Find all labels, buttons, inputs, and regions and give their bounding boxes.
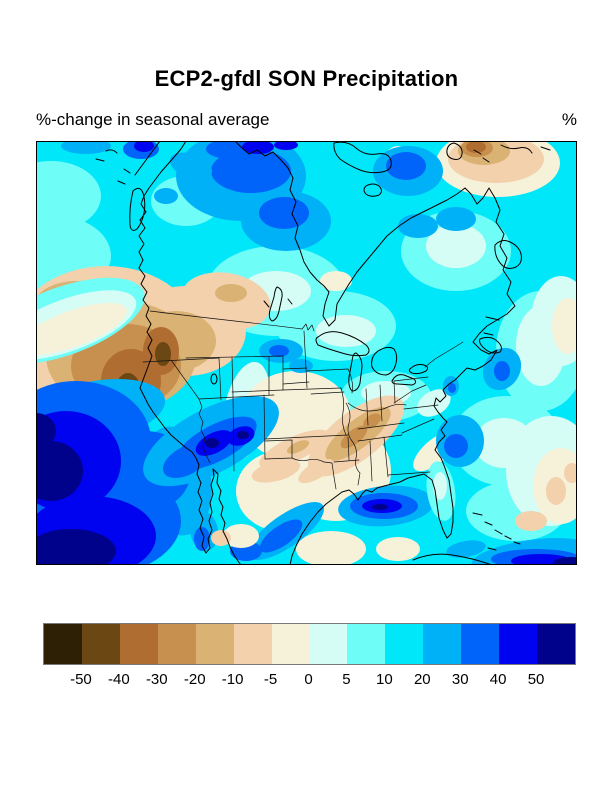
colorbar-tick-label: 50: [527, 671, 545, 688]
bahamas-islands: [472, 512, 521, 551]
coast-cuba: [412, 553, 494, 565]
coastlines: [95, 141, 551, 565]
units-label: %: [561, 110, 577, 129]
map-panel: [36, 141, 577, 565]
lake-winnipeg: [263, 286, 293, 322]
coast-ne-islands: [446, 142, 551, 163]
colorbar-tick-label: -40: [108, 671, 130, 688]
coast-southampton-island: [363, 183, 382, 197]
coast-nw-islands: [95, 149, 131, 185]
coast-newfoundland: [485, 240, 522, 321]
contour-fill: [36, 141, 577, 565]
colorbar-segment: [461, 624, 500, 664]
subtitle-left: %-change in seasonal average: [36, 110, 270, 129]
colorbar-segment: [119, 624, 158, 664]
alaska-panhandle-border: [134, 141, 161, 176]
colorbar-segment: [271, 624, 310, 664]
colorbar-segment: [347, 624, 386, 664]
colorbar: [43, 623, 576, 665]
colorbar-segment: [44, 624, 82, 664]
colorbar-tick-label: 10: [376, 671, 393, 688]
coast-vancouver-island: [129, 187, 146, 231]
map-frame: [36, 141, 577, 565]
state-borders: [142, 310, 464, 490]
colorbar-segment: [81, 624, 120, 664]
coast-arctic-atlantic-gulf: [234, 141, 516, 565]
colorbar-segment: [233, 624, 272, 664]
colorbar-segment: [423, 624, 462, 664]
colorbar-segment: [309, 624, 348, 664]
lake-huron: [371, 346, 398, 376]
colorbar-segment: [385, 624, 424, 664]
colorbar-tick-label: -50: [70, 671, 92, 688]
colorbar-labels: -50 -40 -30 -20 -10 -5 0 5 10 20 30 40 50: [43, 671, 574, 689]
coast-nova-scotia: [479, 332, 502, 354]
colorbar-segment: [499, 624, 537, 664]
lake-ontario: [408, 364, 429, 375]
colorbar-tick-label: 5: [342, 671, 351, 688]
colorbar-tick-label: 20: [413, 671, 431, 688]
colorbar-tick-label: -30: [145, 671, 168, 688]
colorbar-tick-label: 30: [451, 671, 469, 688]
colorbar-segment: [195, 624, 234, 664]
colorbar-tick-label: 0: [304, 671, 313, 688]
chart-title: ECP2-gfdl SON Precipitation: [154, 66, 459, 91]
colorbar-tick-label: -5: [263, 671, 278, 688]
border-st-lawrence: [424, 341, 464, 368]
subtitle-row: %-change in seasonal average %: [36, 110, 577, 130]
colorbar-segment: [157, 624, 196, 664]
contour-map: [36, 141, 577, 565]
colorbar-tick-label: 40: [489, 671, 507, 688]
colorbar-segment: [536, 624, 575, 664]
us-canada-border: [149, 310, 315, 332]
great-salt-lake: [210, 373, 218, 385]
coast-pacific-baja: [138, 141, 242, 565]
colorbar-tick-label: -20: [183, 671, 206, 688]
coast-baffin-island: [333, 141, 392, 174]
lake-superior: [315, 331, 370, 357]
colorbar-tick-label: -10: [221, 671, 244, 688]
